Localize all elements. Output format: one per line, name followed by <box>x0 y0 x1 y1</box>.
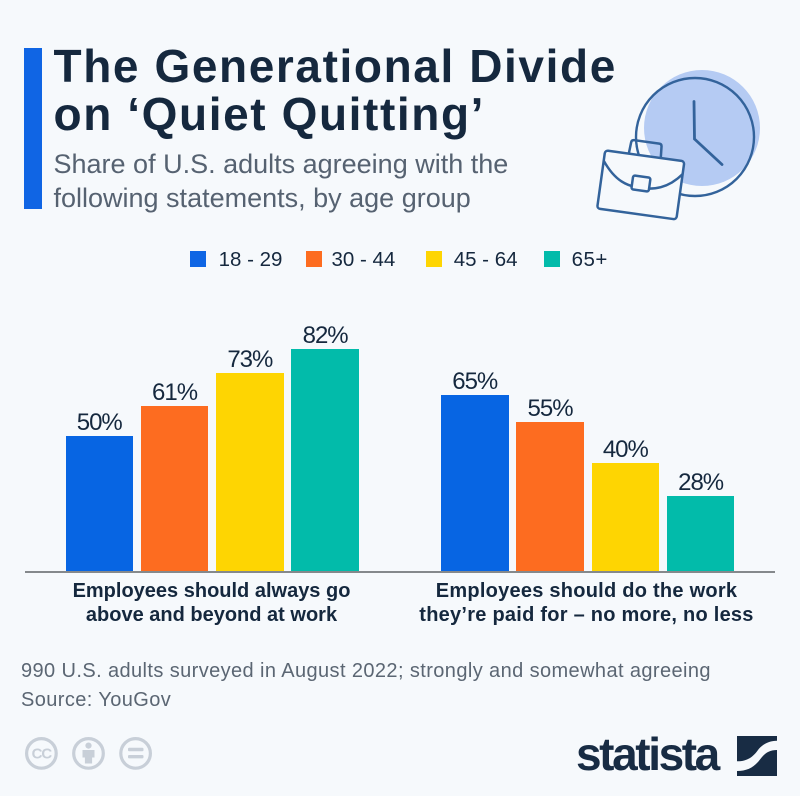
svg-text:CC: CC <box>31 746 52 763</box>
